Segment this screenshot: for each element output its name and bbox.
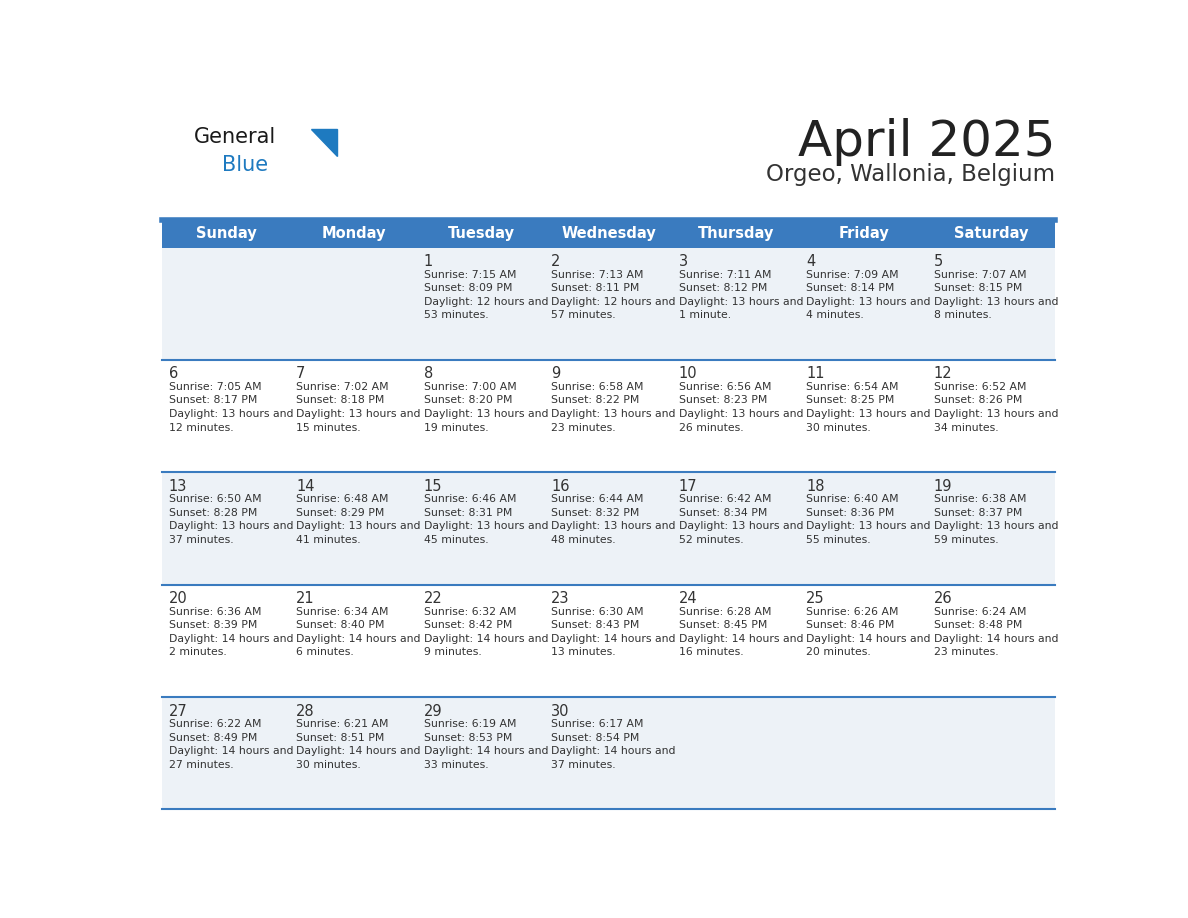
- Text: Sunrise: 6:28 AM
Sunset: 8:45 PM
Daylight: 14 hours and
16 minutes.: Sunrise: 6:28 AM Sunset: 8:45 PM Dayligh…: [678, 607, 803, 657]
- Text: 27: 27: [169, 703, 188, 719]
- Text: 29: 29: [424, 703, 442, 719]
- Text: 19: 19: [934, 479, 953, 494]
- Text: Sunrise: 6:34 AM
Sunset: 8:40 PM
Daylight: 14 hours and
6 minutes.: Sunrise: 6:34 AM Sunset: 8:40 PM Dayligh…: [296, 607, 421, 657]
- Text: Orgeo, Wallonia, Belgium: Orgeo, Wallonia, Belgium: [766, 162, 1055, 185]
- Text: Friday: Friday: [839, 226, 890, 241]
- Text: 30: 30: [551, 703, 570, 719]
- Text: Sunrise: 6:26 AM
Sunset: 8:46 PM
Daylight: 14 hours and
20 minutes.: Sunrise: 6:26 AM Sunset: 8:46 PM Dayligh…: [807, 607, 931, 657]
- Text: Sunrise: 7:00 AM
Sunset: 8:20 PM
Daylight: 13 hours and
19 minutes.: Sunrise: 7:00 AM Sunset: 8:20 PM Dayligh…: [424, 382, 548, 432]
- Text: 17: 17: [678, 479, 697, 494]
- Bar: [163, 585, 1055, 697]
- Text: Sunrise: 6:50 AM
Sunset: 8:28 PM
Daylight: 13 hours and
37 minutes.: Sunrise: 6:50 AM Sunset: 8:28 PM Dayligh…: [169, 494, 293, 545]
- Text: Sunrise: 6:36 AM
Sunset: 8:39 PM
Daylight: 14 hours and
2 minutes.: Sunrise: 6:36 AM Sunset: 8:39 PM Dayligh…: [169, 607, 293, 657]
- Text: Sunrise: 6:30 AM
Sunset: 8:43 PM
Daylight: 14 hours and
13 minutes.: Sunrise: 6:30 AM Sunset: 8:43 PM Dayligh…: [551, 607, 676, 657]
- Text: Sunrise: 7:07 AM
Sunset: 8:15 PM
Daylight: 13 hours and
8 minutes.: Sunrise: 7:07 AM Sunset: 8:15 PM Dayligh…: [934, 270, 1059, 320]
- Text: 11: 11: [807, 366, 824, 382]
- Bar: [163, 248, 1055, 360]
- Text: Sunrise: 6:38 AM
Sunset: 8:37 PM
Daylight: 13 hours and
59 minutes.: Sunrise: 6:38 AM Sunset: 8:37 PM Dayligh…: [934, 494, 1059, 545]
- Text: Sunrise: 6:52 AM
Sunset: 8:26 PM
Daylight: 13 hours and
34 minutes.: Sunrise: 6:52 AM Sunset: 8:26 PM Dayligh…: [934, 382, 1059, 432]
- Text: 25: 25: [807, 591, 824, 606]
- Text: Sunrise: 6:17 AM
Sunset: 8:54 PM
Daylight: 14 hours and
37 minutes.: Sunrise: 6:17 AM Sunset: 8:54 PM Dayligh…: [551, 719, 676, 769]
- Text: 9: 9: [551, 366, 561, 382]
- Text: 2: 2: [551, 254, 561, 269]
- Text: Blue: Blue: [222, 155, 268, 174]
- Text: Sunrise: 6:54 AM
Sunset: 8:25 PM
Daylight: 13 hours and
30 minutes.: Sunrise: 6:54 AM Sunset: 8:25 PM Dayligh…: [807, 382, 931, 432]
- Text: Sunrise: 7:13 AM
Sunset: 8:11 PM
Daylight: 12 hours and
57 minutes.: Sunrise: 7:13 AM Sunset: 8:11 PM Dayligh…: [551, 270, 676, 320]
- Text: 18: 18: [807, 479, 824, 494]
- Text: Sunrise: 6:48 AM
Sunset: 8:29 PM
Daylight: 13 hours and
41 minutes.: Sunrise: 6:48 AM Sunset: 8:29 PM Dayligh…: [296, 494, 421, 545]
- Text: Sunrise: 7:05 AM
Sunset: 8:17 PM
Daylight: 13 hours and
12 minutes.: Sunrise: 7:05 AM Sunset: 8:17 PM Dayligh…: [169, 382, 293, 432]
- Bar: [163, 472, 1055, 585]
- Text: Wednesday: Wednesday: [562, 226, 656, 241]
- Text: 23: 23: [551, 591, 570, 606]
- Text: 14: 14: [296, 479, 315, 494]
- Text: 13: 13: [169, 479, 187, 494]
- Text: 4: 4: [807, 254, 816, 269]
- Text: Saturday: Saturday: [954, 226, 1029, 241]
- Text: 26: 26: [934, 591, 953, 606]
- Text: 22: 22: [424, 591, 442, 606]
- Bar: [163, 697, 1055, 810]
- Text: Sunrise: 6:19 AM
Sunset: 8:53 PM
Daylight: 14 hours and
33 minutes.: Sunrise: 6:19 AM Sunset: 8:53 PM Dayligh…: [424, 719, 548, 769]
- Text: Sunrise: 6:32 AM
Sunset: 8:42 PM
Daylight: 14 hours and
9 minutes.: Sunrise: 6:32 AM Sunset: 8:42 PM Dayligh…: [424, 607, 548, 657]
- Text: 6: 6: [169, 366, 178, 382]
- Text: Thursday: Thursday: [699, 226, 775, 241]
- Text: 1: 1: [424, 254, 432, 269]
- Text: 10: 10: [678, 366, 697, 382]
- Bar: [163, 219, 1055, 248]
- Bar: [163, 360, 1055, 472]
- Text: Sunrise: 6:58 AM
Sunset: 8:22 PM
Daylight: 13 hours and
23 minutes.: Sunrise: 6:58 AM Sunset: 8:22 PM Dayligh…: [551, 382, 676, 432]
- Text: 12: 12: [934, 366, 953, 382]
- Text: General: General: [194, 127, 276, 147]
- Text: 21: 21: [296, 591, 315, 606]
- Text: April 2025: April 2025: [798, 118, 1055, 166]
- Text: 28: 28: [296, 703, 315, 719]
- Polygon shape: [311, 129, 337, 156]
- Text: 7: 7: [296, 366, 305, 382]
- Text: Sunrise: 6:44 AM
Sunset: 8:32 PM
Daylight: 13 hours and
48 minutes.: Sunrise: 6:44 AM Sunset: 8:32 PM Dayligh…: [551, 494, 676, 545]
- Text: Sunrise: 6:21 AM
Sunset: 8:51 PM
Daylight: 14 hours and
30 minutes.: Sunrise: 6:21 AM Sunset: 8:51 PM Dayligh…: [296, 719, 421, 769]
- Text: 3: 3: [678, 254, 688, 269]
- Text: Sunrise: 7:09 AM
Sunset: 8:14 PM
Daylight: 13 hours and
4 minutes.: Sunrise: 7:09 AM Sunset: 8:14 PM Dayligh…: [807, 270, 931, 320]
- Text: Sunrise: 7:15 AM
Sunset: 8:09 PM
Daylight: 12 hours and
53 minutes.: Sunrise: 7:15 AM Sunset: 8:09 PM Dayligh…: [424, 270, 548, 320]
- Text: Sunday: Sunday: [196, 226, 257, 241]
- Text: Sunrise: 6:40 AM
Sunset: 8:36 PM
Daylight: 13 hours and
55 minutes.: Sunrise: 6:40 AM Sunset: 8:36 PM Dayligh…: [807, 494, 931, 545]
- Text: 8: 8: [424, 366, 432, 382]
- Text: Monday: Monday: [322, 226, 386, 241]
- Text: 16: 16: [551, 479, 570, 494]
- Text: 15: 15: [424, 479, 442, 494]
- Text: Sunrise: 6:22 AM
Sunset: 8:49 PM
Daylight: 14 hours and
27 minutes.: Sunrise: 6:22 AM Sunset: 8:49 PM Dayligh…: [169, 719, 293, 769]
- Text: Sunrise: 6:46 AM
Sunset: 8:31 PM
Daylight: 13 hours and
45 minutes.: Sunrise: 6:46 AM Sunset: 8:31 PM Dayligh…: [424, 494, 548, 545]
- Text: Tuesday: Tuesday: [448, 226, 514, 241]
- Text: Sunrise: 7:11 AM
Sunset: 8:12 PM
Daylight: 13 hours and
1 minute.: Sunrise: 7:11 AM Sunset: 8:12 PM Dayligh…: [678, 270, 803, 320]
- Text: Sunrise: 6:42 AM
Sunset: 8:34 PM
Daylight: 13 hours and
52 minutes.: Sunrise: 6:42 AM Sunset: 8:34 PM Dayligh…: [678, 494, 803, 545]
- Text: 5: 5: [934, 254, 943, 269]
- Text: Sunrise: 6:56 AM
Sunset: 8:23 PM
Daylight: 13 hours and
26 minutes.: Sunrise: 6:56 AM Sunset: 8:23 PM Dayligh…: [678, 382, 803, 432]
- Text: 20: 20: [169, 591, 188, 606]
- Text: Sunrise: 7:02 AM
Sunset: 8:18 PM
Daylight: 13 hours and
15 minutes.: Sunrise: 7:02 AM Sunset: 8:18 PM Dayligh…: [296, 382, 421, 432]
- Text: Sunrise: 6:24 AM
Sunset: 8:48 PM
Daylight: 14 hours and
23 minutes.: Sunrise: 6:24 AM Sunset: 8:48 PM Dayligh…: [934, 607, 1059, 657]
- Text: 24: 24: [678, 591, 697, 606]
